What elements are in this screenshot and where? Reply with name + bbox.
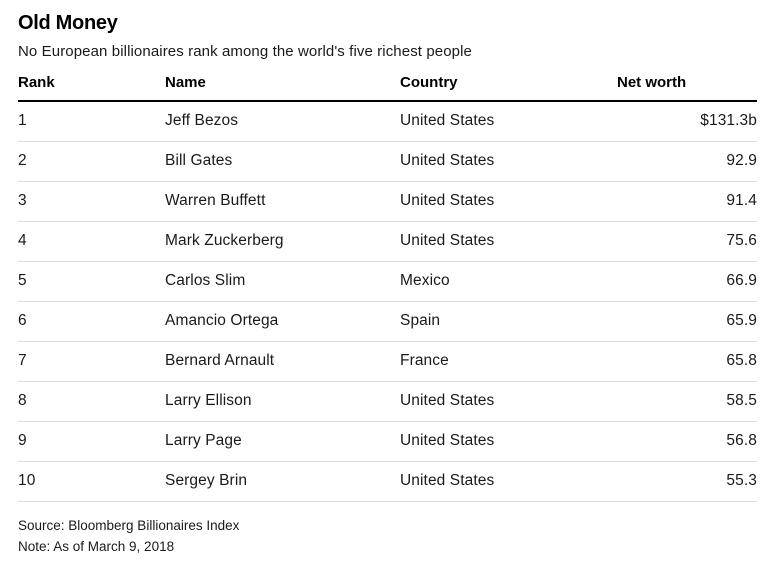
- cell-country: United States: [400, 141, 617, 182]
- source-text: Source: Bloomberg Billionaires Index: [18, 517, 240, 533]
- cell-country: Spain: [400, 301, 617, 342]
- cell-rank: 10: [18, 461, 165, 502]
- cell-rank: 8: [18, 381, 165, 422]
- cell-net-worth: 56.8: [617, 421, 757, 462]
- cell-country: United States: [400, 101, 617, 142]
- cell-name: Larry Page: [165, 421, 400, 462]
- cell-net-worth: 65.9: [617, 301, 757, 342]
- table-row: 10 Sergey Brin United States 55.3: [18, 461, 757, 502]
- chart-subtitle: No European billionaires rank among the …: [18, 43, 472, 60]
- cell-name: Larry Ellison: [165, 381, 400, 422]
- cell-rank: 7: [18, 341, 165, 382]
- cell-rank: 3: [18, 181, 165, 222]
- cell-name: Warren Buffett: [165, 181, 400, 222]
- cell-rank: 1: [18, 101, 165, 142]
- cell-name: Bernard Arnault: [165, 341, 400, 382]
- column-header-rank: Rank: [18, 60, 165, 102]
- table-row: 1 Jeff Bezos United States $131.3b: [18, 101, 757, 142]
- note-text: Note: As of March 9, 2018: [18, 538, 175, 554]
- column-header-net-worth: Net worth: [617, 60, 757, 102]
- billionaires-table: Rank Name Country Net worth 1 Jeff Bezos U…: [18, 60, 757, 502]
- cell-net-worth: 66.9: [617, 261, 757, 302]
- cell-country: United States: [400, 221, 617, 262]
- chart-title: Old Money: [18, 12, 118, 34]
- cell-name: Carlos Slim: [165, 261, 400, 302]
- table-row: 9 Larry Page United States 56.8: [18, 421, 757, 462]
- cell-name: Jeff Bezos: [165, 101, 400, 142]
- cell-country: France: [400, 341, 617, 382]
- cell-rank: 6: [18, 301, 165, 342]
- cell-country: United States: [400, 461, 617, 502]
- cell-country: United States: [400, 181, 617, 222]
- column-header-country: Country: [400, 60, 617, 102]
- cell-rank: 5: [18, 261, 165, 302]
- cell-net-worth: 55.3: [617, 461, 757, 502]
- column-header-name: Name: [165, 60, 400, 102]
- table-row: 8 Larry Ellison United States 58.5: [18, 381, 757, 422]
- cell-net-worth: 75.6: [617, 221, 757, 262]
- cell-name: Sergey Brin: [165, 461, 400, 502]
- cell-name: Mark Zuckerberg: [165, 221, 400, 262]
- chart-container: Old Money No European billionaires rank …: [18, 12, 757, 557]
- table-row: 4 Mark Zuckerberg United States 75.6: [18, 221, 757, 262]
- cell-rank: 4: [18, 221, 165, 262]
- table-header-row: Rank Name Country Net worth: [18, 60, 757, 102]
- table-row: 2 Bill Gates United States 92.9: [18, 141, 757, 182]
- cell-net-worth: 91.4: [617, 181, 757, 222]
- cell-rank: 9: [18, 421, 165, 462]
- table-row: 3 Warren Buffett United States 91.4: [18, 181, 757, 222]
- cell-name: Bill Gates: [165, 141, 400, 182]
- cell-net-worth: 58.5: [617, 381, 757, 422]
- cell-country: United States: [400, 421, 617, 462]
- cell-country: Mexico: [400, 261, 617, 302]
- table-body: 1 Jeff Bezos United States $131.3b 2 Bill Gat…: [18, 101, 757, 502]
- cell-net-worth: 92.9: [617, 141, 757, 182]
- cell-country: United States: [400, 381, 617, 422]
- chart-footer: Source: Bloomberg Billionaires Index Not…: [18, 515, 757, 557]
- cell-rank: 2: [18, 141, 165, 182]
- table-row: 6 Amancio Ortega Spain 65.9: [18, 301, 757, 342]
- cell-name: Amancio Ortega: [165, 301, 400, 342]
- cell-net-worth: 65.8: [617, 341, 757, 382]
- table-row: 7 Bernard Arnault France 65.8: [18, 341, 757, 382]
- cell-net-worth: $131.3b: [617, 101, 757, 142]
- table-row: 5 Carlos Slim Mexico 66.9: [18, 261, 757, 302]
